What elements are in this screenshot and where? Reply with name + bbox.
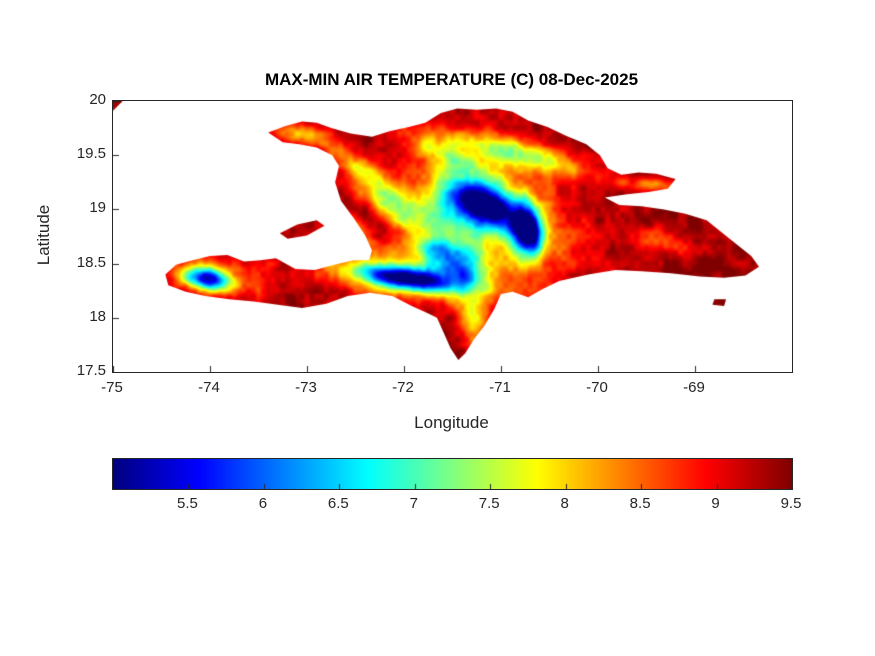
colorbar-tick-label: 6.5 <box>327 495 349 512</box>
plot-area <box>112 100 793 373</box>
y-tick-label: 19 <box>89 199 106 217</box>
y-tick-label: 19.5 <box>76 145 106 163</box>
heatmap-canvas <box>113 101 792 372</box>
colorbar-tick-label: 9 <box>711 495 720 512</box>
x-tick-label: -69 <box>683 379 705 396</box>
plot-title: MAX-MIN AIR TEMPERATURE (C) 08-Dec-2025 <box>264 70 639 89</box>
colorbar-tick-label: 9.5 <box>780 495 802 512</box>
x-tick-label: -73 <box>295 379 317 396</box>
x-tick-label: -75 <box>101 379 123 396</box>
x-tick-label: -70 <box>586 379 608 396</box>
y-tick-label: 18 <box>89 307 106 325</box>
colorbar-tick-label: 7 <box>409 495 418 512</box>
x-axis-label: Longitude <box>414 413 489 432</box>
y-tick-label: 20 <box>89 91 106 108</box>
colorbar-canvas <box>113 459 792 489</box>
x-tick-label: -72 <box>392 379 414 396</box>
colorbar-tick-label: 5.5 <box>177 495 198 512</box>
x-tick-label: -71 <box>489 379 511 396</box>
colorbar <box>112 458 793 490</box>
colorbar-tick-label: 8.5 <box>629 495 651 512</box>
colorbar-tick-label: 8 <box>560 495 569 512</box>
y-tick-label: 17.5 <box>76 362 106 379</box>
colorbar-tick-label: 7.5 <box>478 495 500 512</box>
y-axis-label: Latitude <box>34 204 53 266</box>
x-tick-label: -74 <box>198 379 220 396</box>
colorbar-tick-label: 6 <box>258 495 268 512</box>
y-tick-label: 18.5 <box>76 253 106 271</box>
